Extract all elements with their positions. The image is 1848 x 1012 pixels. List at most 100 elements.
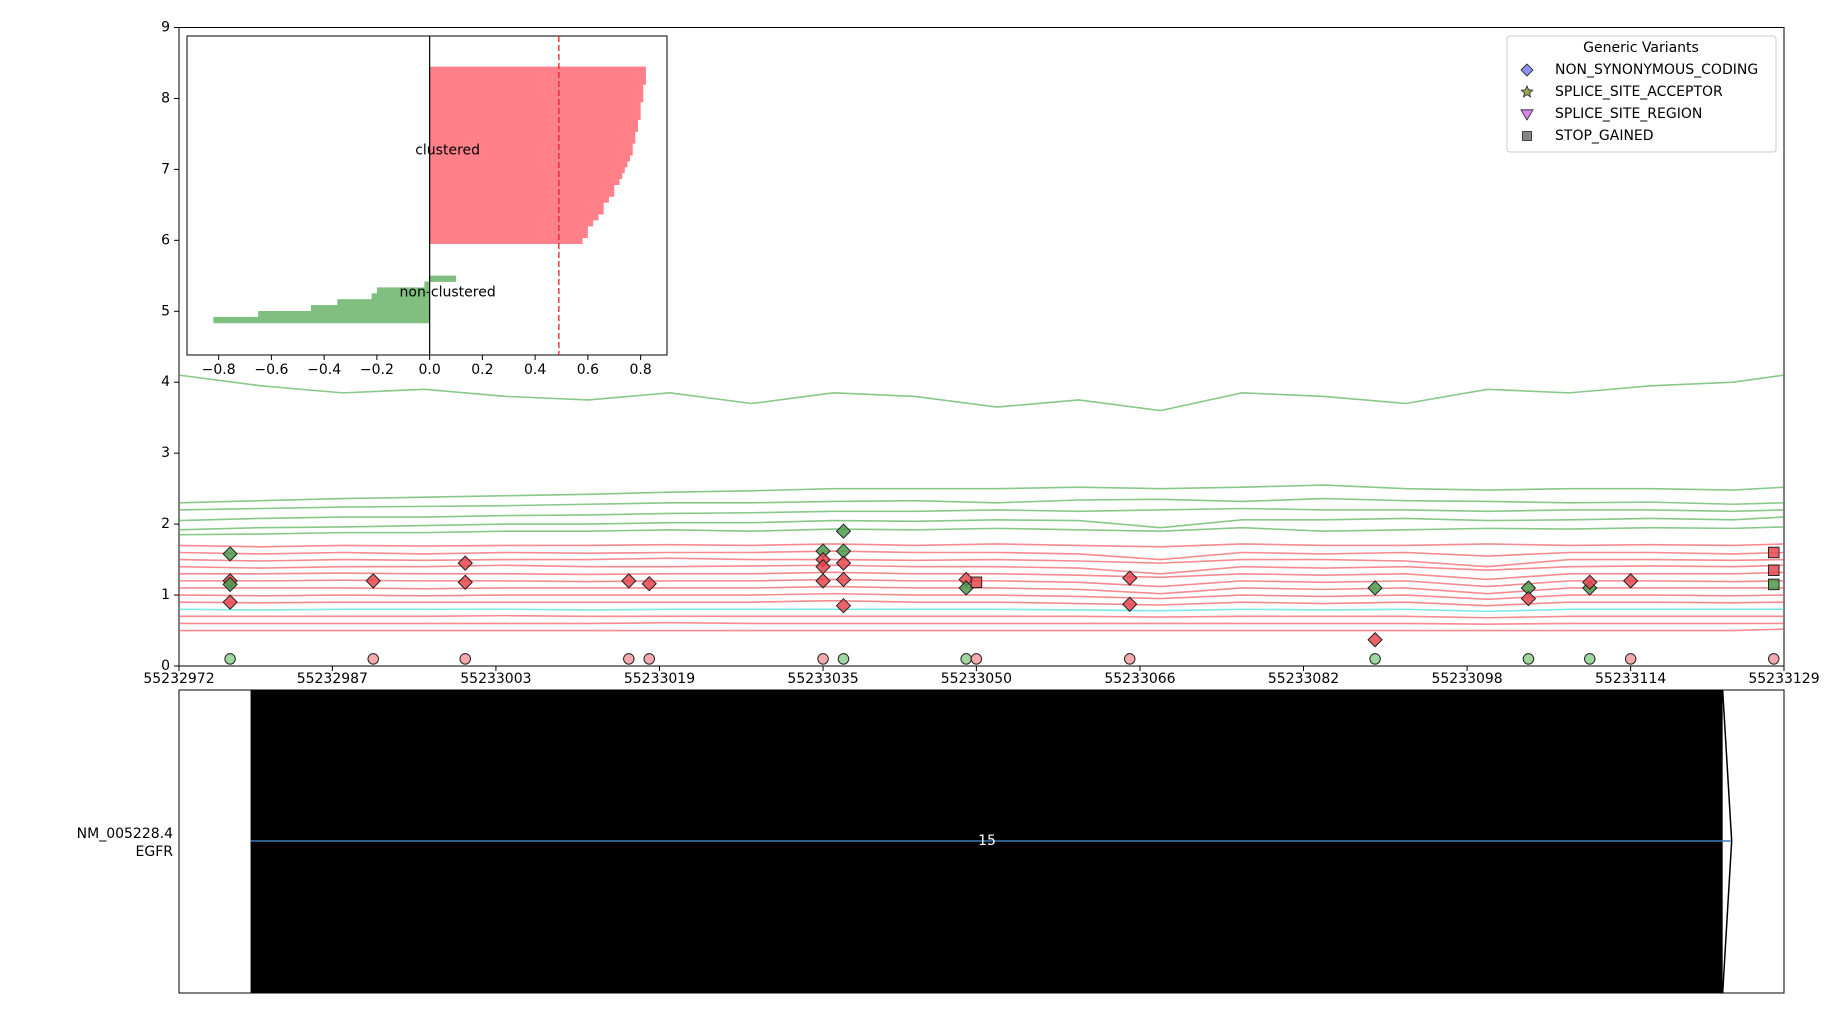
- y-tick-label: 6: [161, 232, 170, 248]
- series-line: [178, 526, 1785, 536]
- silhouette-bar: [376, 287, 430, 294]
- x-tick-label: 55233114: [1595, 671, 1666, 687]
- legend-title: Generic Variants: [1583, 40, 1699, 56]
- variant-marker: [222, 546, 238, 562]
- inset-x-tick-label: −0.6: [254, 362, 288, 378]
- x-tick-label: 55233019: [624, 671, 695, 687]
- variant-marker: [1768, 564, 1780, 576]
- variant-marker: [1369, 653, 1381, 665]
- variant-marker: [459, 653, 471, 665]
- series-line: [178, 507, 1785, 522]
- silhouette-bar: [429, 166, 625, 174]
- series-line: [178, 557, 1785, 568]
- y-tick-label: 4: [161, 374, 170, 390]
- silhouette-bar: [429, 231, 588, 239]
- legend-label: SPLICE_SITE_ACCEPTOR: [1555, 84, 1723, 100]
- variant-marker: [1122, 570, 1138, 586]
- silhouette-bar: [429, 90, 644, 97]
- silhouette-bar: [429, 208, 604, 215]
- variant-marker: [835, 597, 852, 614]
- y-tick-label: 2: [161, 516, 170, 532]
- variant-marker: [457, 555, 473, 571]
- inset-x-tick-label: 0.0: [419, 362, 441, 378]
- legend-marker: [1520, 109, 1534, 121]
- silhouette-bar: [429, 184, 615, 191]
- silhouette-bar: [429, 190, 615, 197]
- series-line: [178, 599, 1785, 607]
- legend-label: NON_SYNONYMOUS_CODING: [1555, 62, 1758, 78]
- variant-marker: [1768, 653, 1780, 665]
- cluster-label: clustered: [415, 143, 480, 159]
- series-line: [178, 516, 1785, 531]
- silhouette-bar: [429, 125, 638, 132]
- variant-marker: [817, 653, 829, 665]
- y-tick-label: 7: [161, 161, 170, 177]
- series-line: [178, 550, 1785, 561]
- x-tick-label: 55233098: [1431, 671, 1502, 687]
- series-line: [179, 585, 1784, 595]
- silhouette-bar: [429, 78, 646, 85]
- legend-marker: [1520, 63, 1534, 77]
- silhouette-bar: [429, 202, 604, 209]
- x-tick-label: 55233129: [1748, 671, 1819, 687]
- silhouette-bar: [371, 293, 430, 300]
- variant-marker: [621, 573, 637, 589]
- x-tick-label: 55233082: [1268, 671, 1339, 687]
- x-tick-label: 55233050: [941, 671, 1012, 687]
- variant-marker: [1367, 580, 1383, 596]
- silhouette-bar: [429, 196, 609, 203]
- variant-marker: [222, 594, 238, 610]
- series-line: [178, 592, 1785, 601]
- variant-marker: [1367, 632, 1383, 648]
- inset-x-tick-label: −0.4: [307, 362, 341, 378]
- silhouette-bar: [429, 102, 641, 109]
- variant-marker: [367, 653, 379, 665]
- inset: clustered non-clustered −0.8 −0.6 −0.4 −0.2 0.…: [186, 35, 668, 378]
- silhouette-bar: [429, 225, 588, 233]
- x-tick-label: 55233035: [787, 671, 858, 687]
- series-line: [179, 578, 1785, 588]
- y-tick-label: 9: [161, 20, 170, 36]
- silhouette-bar: [429, 214, 599, 221]
- silhouette-bar: [429, 155, 631, 162]
- silhouette-bar: [213, 316, 430, 324]
- variant-marker: [835, 571, 852, 588]
- series-line: [178, 484, 1785, 504]
- silhouette-bar: [429, 119, 638, 126]
- silhouette-bar: [429, 172, 623, 180]
- silhouette-bar: [424, 281, 430, 288]
- variant-marker: [1122, 596, 1138, 612]
- series-line: [178, 543, 1785, 548]
- variant-marker: [1123, 653, 1136, 665]
- inset-x-tick-label: 0.2: [471, 362, 493, 378]
- variant-marker: [835, 523, 852, 539]
- variant-marker: [643, 653, 656, 665]
- cluster-label: non-clustered: [400, 285, 496, 301]
- silhouette-bar: [429, 66, 646, 73]
- silhouette-bar: [429, 84, 644, 91]
- y-tick-label: 5: [161, 303, 170, 319]
- inset-x-tick-label: −0.8: [202, 362, 236, 378]
- transcript-name: NM_005228.4: [77, 826, 173, 842]
- silhouette-bar: [429, 143, 633, 150]
- inset-x-tick-label: 0.4: [524, 362, 546, 378]
- variant-marker: [1624, 653, 1637, 665]
- legend-label: STOP_GAINED: [1555, 128, 1654, 144]
- variant-marker: [1622, 573, 1639, 589]
- x-tick-label: 55232987: [297, 671, 368, 687]
- silhouette-bar: [429, 107, 641, 115]
- silhouette-bar: [337, 299, 430, 306]
- main-axes: [178, 27, 1785, 667]
- silhouette-bar: [310, 305, 430, 312]
- variant-marker: [970, 576, 983, 589]
- variant-marker: [960, 653, 972, 665]
- y-tick-label: 3: [161, 445, 170, 461]
- x-tick-label: 55233003: [460, 671, 531, 687]
- variant-marker: [1768, 546, 1780, 559]
- variant-marker: [1520, 590, 1537, 607]
- series-line: [179, 614, 1784, 619]
- variant-marker: [623, 653, 635, 665]
- inset-x-tick-label: −0.2: [360, 362, 394, 378]
- variant-marker: [365, 573, 381, 589]
